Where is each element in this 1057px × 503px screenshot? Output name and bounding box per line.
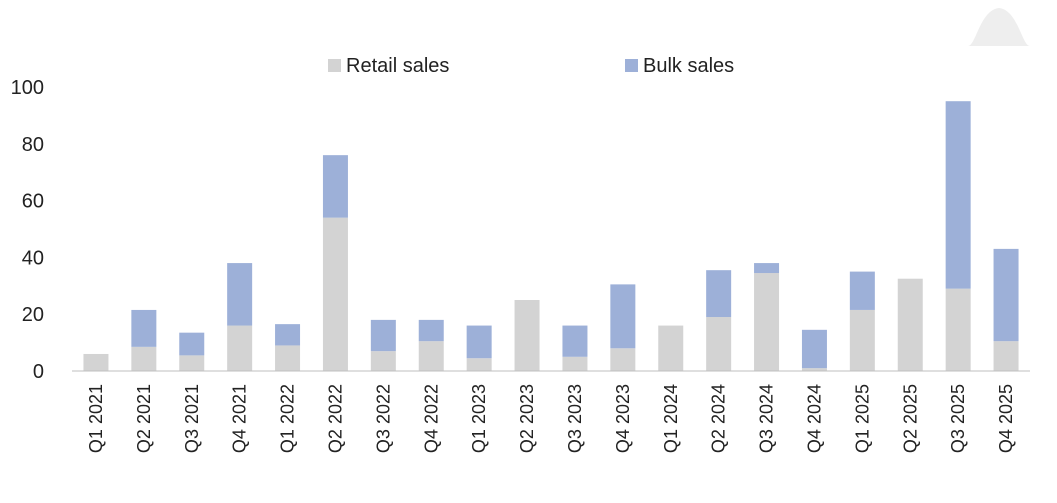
- x-tick-label: Q3 2022: [373, 384, 393, 453]
- bars: [83, 101, 1019, 371]
- x-tick-label: Q1 2024: [661, 384, 681, 453]
- legend-label: Retail sales: [346, 55, 449, 77]
- bar-segment-bulk-sales: [275, 324, 301, 346]
- bar-segment-bulk-sales: [131, 309, 157, 347]
- bar-segment-retail-sales: [849, 309, 875, 371]
- bar-segment-retail-sales: [993, 341, 1019, 371]
- x-tick-label: Q2 2025: [900, 384, 920, 453]
- bar-segment-retail-sales: [562, 356, 588, 371]
- x-tick-label: Q1 2025: [852, 384, 872, 453]
- bar-segment-retail-sales: [514, 300, 540, 371]
- bar-segment-bulk-sales: [227, 263, 253, 326]
- bar-segment-retail-sales: [322, 217, 348, 371]
- x-tick-label: Q1 2021: [86, 384, 106, 453]
- bar-segment-bulk-sales: [610, 284, 636, 349]
- bar-segment-retail-sales: [418, 341, 444, 371]
- bar-segment-bulk-sales: [466, 325, 492, 359]
- bar-segment-retail-sales: [658, 325, 684, 371]
- x-tick-label: Q3 2023: [565, 384, 585, 453]
- bar-segment-retail-sales: [83, 353, 109, 371]
- legend-swatch: [328, 59, 341, 72]
- bar-segment-retail-sales: [466, 358, 492, 371]
- bar-segment-retail-sales: [897, 278, 923, 371]
- bar-segment-retail-sales: [275, 345, 301, 371]
- x-tick-label: Q3 2024: [757, 384, 777, 453]
- x-tick-label: Q2 2024: [709, 384, 729, 453]
- bar-segment-bulk-sales: [418, 319, 444, 342]
- x-tick-label: Q2 2022: [325, 384, 345, 453]
- x-axis: Q1 2021 Q2 2021 Q3 2021 Q4 2021 Q1 2022 Q2 20…: [86, 384, 1016, 453]
- y-axis: 0 20 40 60 80 100: [11, 77, 44, 383]
- y-tick-label: 80: [22, 134, 44, 156]
- bar-segment-bulk-sales: [849, 271, 875, 310]
- y-tick-label: 100: [11, 77, 44, 99]
- bar-segment-retail-sales: [706, 317, 732, 371]
- bar-segment-bulk-sales: [562, 325, 588, 357]
- x-tick-label: Q1 2023: [469, 384, 489, 453]
- x-tick-label: Q4 2023: [613, 384, 633, 453]
- bar-segment-bulk-sales: [754, 263, 780, 274]
- y-tick-label: 0: [33, 361, 44, 383]
- bar-segment-bulk-sales: [801, 329, 827, 369]
- x-tick-label: Q3 2025: [948, 384, 968, 453]
- bar-segment-retail-sales: [610, 348, 636, 371]
- bar-segment-retail-sales: [801, 368, 827, 371]
- legend-swatch: [625, 59, 638, 72]
- bell-shape-icon: [968, 8, 1030, 46]
- legend: Retail sales Bulk sales: [328, 55, 734, 77]
- bar-segment-bulk-sales: [993, 248, 1019, 342]
- x-tick-label: Q4 2022: [421, 384, 441, 453]
- legend-item-bulk-sales: Bulk sales: [625, 55, 734, 77]
- bar-segment-retail-sales: [370, 351, 396, 371]
- legend-label: Bulk sales: [643, 55, 734, 77]
- bar-segment-bulk-sales: [370, 319, 396, 352]
- x-tick-label: Q4 2024: [804, 384, 824, 453]
- x-tick-label: Q1 2022: [278, 384, 298, 453]
- bar-segment-bulk-sales: [945, 101, 971, 289]
- bar-segment-bulk-sales: [179, 332, 205, 356]
- y-tick-label: 60: [22, 191, 44, 213]
- x-tick-label: Q3 2021: [182, 384, 202, 453]
- x-tick-label: Q2 2023: [517, 384, 537, 453]
- bar-segment-bulk-sales: [706, 270, 732, 318]
- legend-item-retail-sales: Retail sales: [328, 55, 449, 77]
- y-tick-label: 20: [22, 304, 44, 326]
- bar-segment-retail-sales: [227, 325, 253, 371]
- x-tick-label: Q2 2021: [134, 384, 154, 453]
- bar-segment-bulk-sales: [322, 155, 348, 218]
- x-tick-label: Q4 2025: [996, 384, 1016, 453]
- bar-segment-retail-sales: [754, 273, 780, 371]
- bar-segment-retail-sales: [945, 288, 971, 371]
- bar-segment-retail-sales: [131, 346, 157, 371]
- x-tick-label: Q4 2021: [230, 384, 250, 453]
- bar-segment-retail-sales: [179, 355, 205, 371]
- y-tick-label: 40: [22, 247, 44, 269]
